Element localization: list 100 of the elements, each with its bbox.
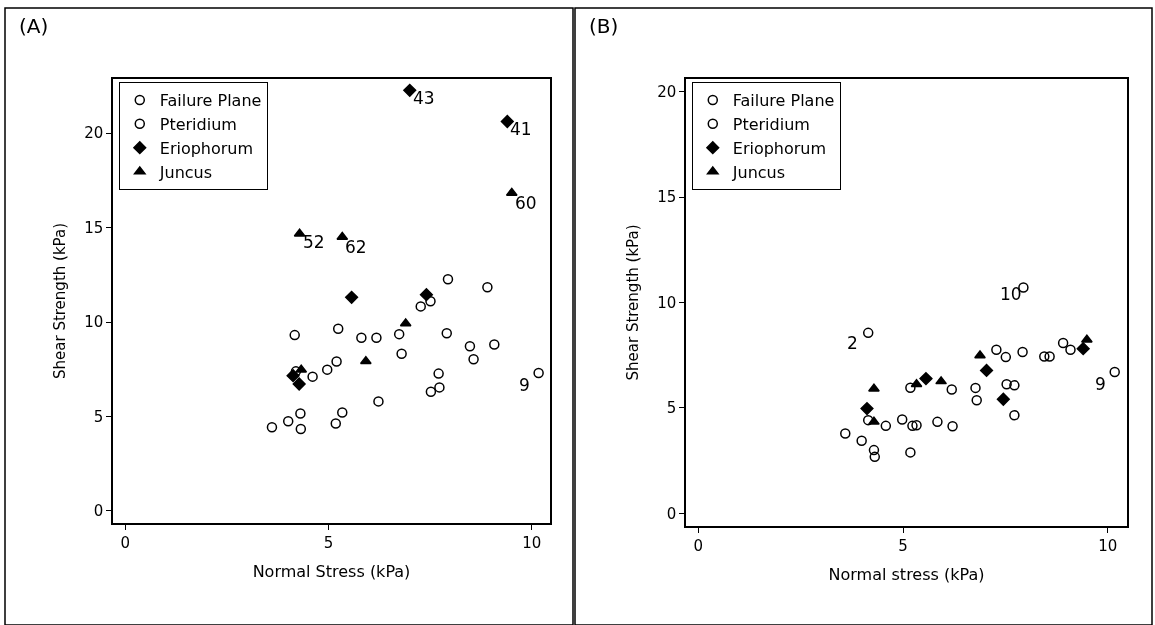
point [356, 332, 367, 343]
point [840, 428, 851, 439]
legend-label: Pteridium [732, 115, 810, 135]
y-tick-label: 5 [93, 407, 104, 426]
x-tick-label: 5 [898, 536, 908, 555]
legend-label: Juncus [158, 162, 213, 182]
point [533, 367, 544, 379]
point [286, 369, 300, 383]
annotation: 43 [413, 88, 435, 108]
point [295, 408, 306, 419]
y-tick-label: 20 [657, 82, 677, 101]
point [330, 418, 342, 429]
y-axis-title: Shear Strength (kPa) [623, 224, 642, 381]
point [464, 340, 476, 352]
point [373, 396, 384, 407]
legend-label: Pteridium [159, 115, 237, 135]
point [1009, 380, 1020, 391]
point [862, 414, 874, 426]
point [905, 447, 916, 458]
point [1057, 337, 1069, 349]
point [468, 354, 479, 365]
point [307, 371, 318, 382]
point [860, 401, 874, 416]
annotation: 60 [515, 193, 537, 213]
y-tick-label: 5 [666, 399, 677, 418]
point [974, 350, 986, 359]
y-tick-label: 0 [93, 502, 104, 521]
y-tick-label: 0 [666, 504, 677, 523]
annotation: 9 [1095, 374, 1106, 394]
point [289, 329, 300, 341]
chart-title: (A) [19, 14, 49, 38]
point [321, 364, 333, 375]
y-tick-label: 10 [657, 293, 677, 312]
point [489, 339, 500, 350]
legend-label: Failure Plane [159, 91, 262, 111]
point [1065, 344, 1076, 355]
point [266, 422, 278, 433]
point [946, 384, 957, 395]
point [415, 301, 426, 312]
point [991, 344, 1002, 355]
point [425, 296, 436, 307]
point [336, 231, 349, 241]
point [1009, 410, 1020, 421]
x-tick-label: 10 [1098, 536, 1118, 555]
point [337, 407, 348, 418]
point [919, 372, 933, 386]
point [1017, 346, 1028, 358]
chart-title: (B) [589, 14, 619, 38]
point [441, 327, 452, 339]
point [371, 332, 382, 343]
point [295, 423, 307, 435]
point [856, 435, 867, 447]
point [282, 415, 294, 427]
point [868, 383, 880, 392]
point [442, 273, 454, 285]
y-tick-label: 10 [84, 313, 104, 332]
x-tick-label: 5 [323, 533, 334, 552]
x-tick-label: 0 [120, 533, 130, 552]
point [869, 451, 881, 463]
legend-label: Eriophorum [732, 138, 827, 158]
x-tick-label: 10 [522, 533, 542, 552]
y-tick-label: 20 [84, 124, 104, 143]
point [905, 382, 916, 393]
point [332, 323, 344, 334]
point [331, 356, 342, 367]
point [1000, 351, 1012, 363]
x-tick-label: 0 [693, 536, 704, 555]
point [862, 327, 874, 339]
point [425, 386, 437, 397]
legend-label: Juncus [731, 162, 786, 182]
point [907, 420, 918, 432]
legend-label: Failure Plane [732, 91, 835, 111]
point [947, 421, 958, 432]
x-axis-title: Normal Stress (kPa) [252, 561, 411, 581]
point [359, 355, 372, 365]
point [433, 368, 444, 379]
point [911, 419, 922, 431]
y-axis-title: Shear Strength (kPa) [50, 223, 69, 379]
point [896, 414, 908, 425]
y-tick-label: 15 [84, 218, 104, 237]
annotation: 10 [1000, 284, 1022, 304]
point [292, 377, 306, 391]
point [868, 416, 880, 425]
point [396, 348, 407, 360]
point [868, 444, 880, 456]
point [970, 382, 981, 394]
point [419, 288, 434, 302]
point [393, 328, 405, 340]
point [434, 382, 445, 393]
point [1039, 351, 1050, 362]
annotation: 9 [519, 375, 530, 395]
point [1001, 379, 1012, 390]
point [880, 420, 892, 432]
point [1076, 342, 1090, 356]
annotation: 52 [303, 232, 325, 252]
point [932, 416, 943, 428]
annotation: 62 [345, 237, 367, 257]
point [996, 392, 1010, 406]
point [1044, 351, 1055, 362]
point [979, 363, 994, 377]
